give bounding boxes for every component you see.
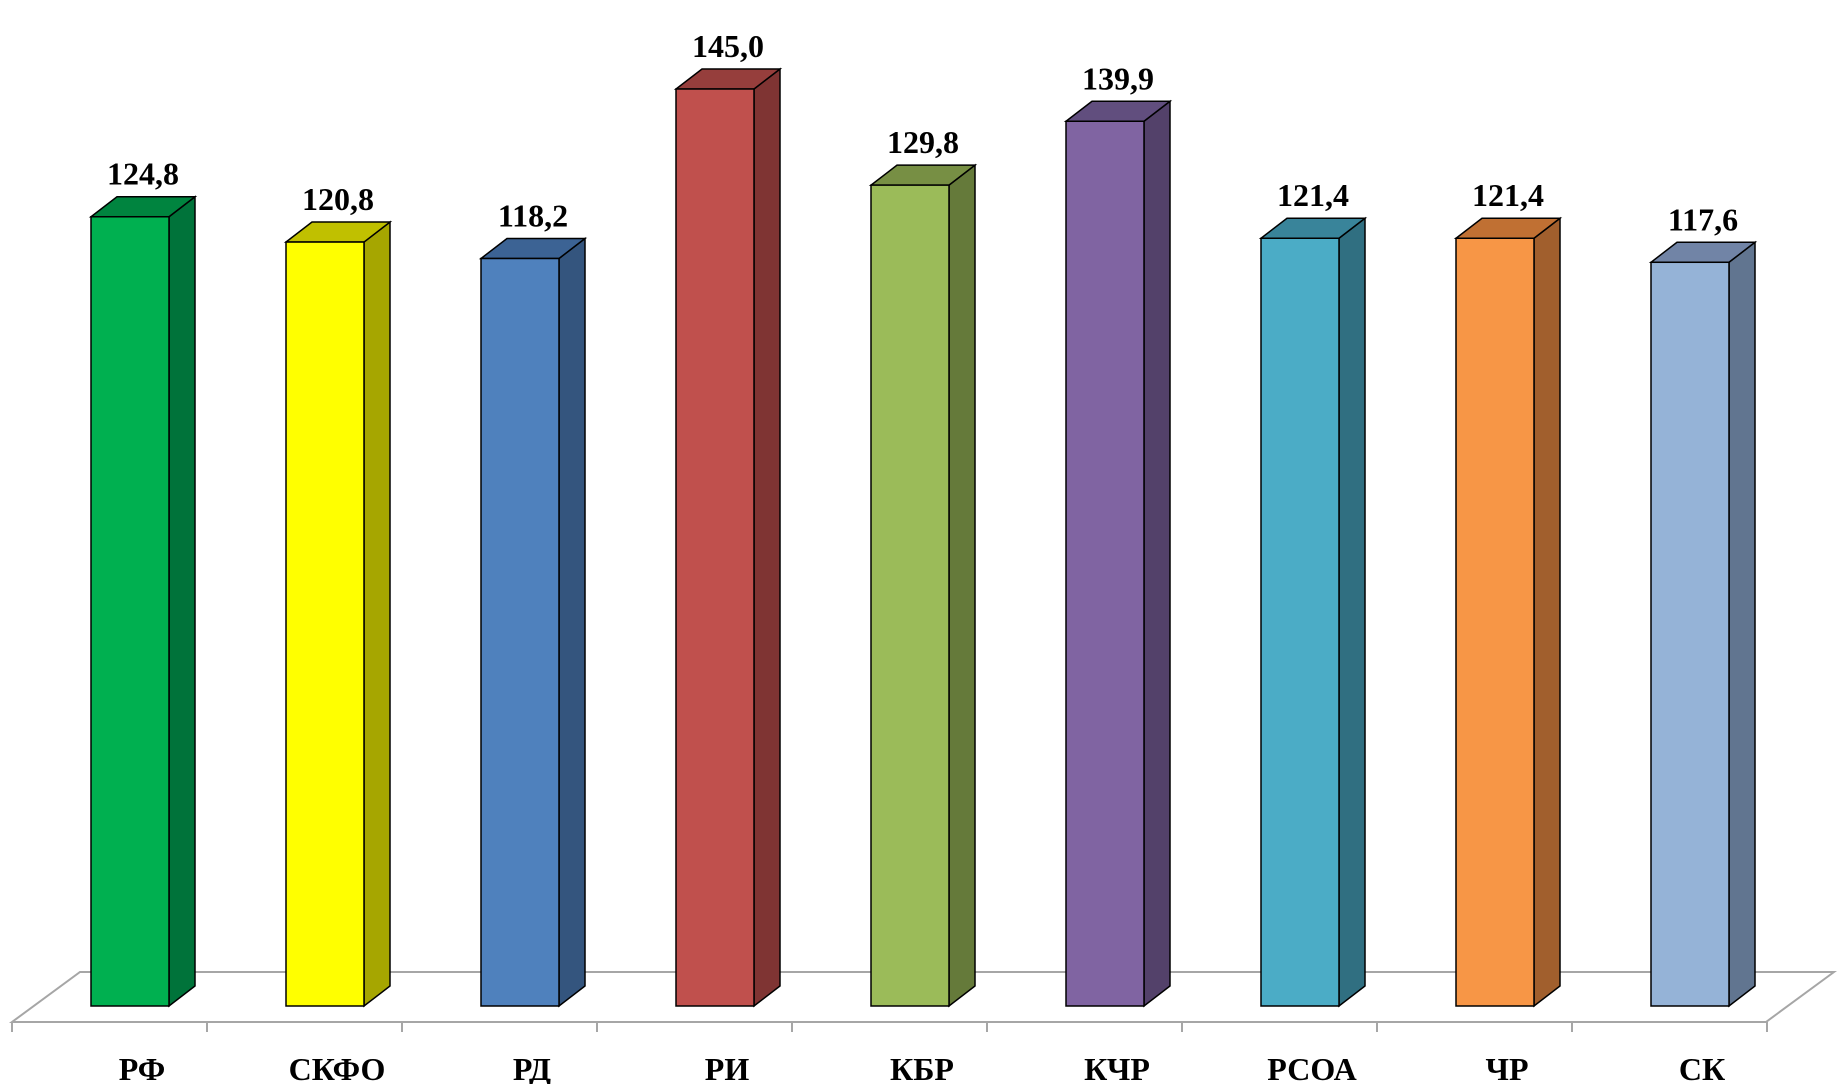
x-tick-label: ЧР bbox=[1485, 1051, 1528, 1084]
data-label: 129,8 bbox=[887, 124, 959, 160]
data-label: 145,0 bbox=[692, 28, 764, 64]
bar-ЧР bbox=[1453, 216, 1563, 1008]
bar-РД bbox=[478, 236, 588, 1008]
bar-side bbox=[948, 163, 976, 1008]
bar-КЧР bbox=[1063, 99, 1173, 1008]
bar-side bbox=[1728, 240, 1756, 1008]
x-tick-label: КБР bbox=[890, 1051, 954, 1084]
bar-side bbox=[1533, 216, 1561, 1008]
data-label: 121,4 bbox=[1277, 177, 1349, 213]
x-tick-label: РИ bbox=[705, 1051, 750, 1084]
bar-front bbox=[1455, 237, 1535, 1007]
x-tick-label: СКФО bbox=[289, 1051, 386, 1084]
bar-front bbox=[285, 241, 365, 1007]
bar-РИ bbox=[673, 67, 783, 1008]
x-tick-label: КЧР bbox=[1084, 1051, 1150, 1084]
data-label: 117,6 bbox=[1668, 201, 1738, 237]
bar-side bbox=[753, 67, 781, 1008]
bars bbox=[88, 67, 1758, 1008]
bar-front bbox=[1650, 261, 1730, 1007]
data-label: 118,2 bbox=[498, 197, 568, 233]
x-tick-label: РФ bbox=[119, 1051, 165, 1084]
bar-side bbox=[1143, 99, 1171, 1008]
bar-СК bbox=[1648, 240, 1758, 1008]
bar-РФ bbox=[88, 195, 198, 1008]
bar-СКФО bbox=[283, 220, 393, 1008]
data-label: 124,8 bbox=[107, 156, 179, 192]
bar-front bbox=[870, 184, 950, 1007]
data-label: 121,4 bbox=[1472, 177, 1544, 213]
value-labels: 124,8 120,8 118,2 145,0 129,8 139,9 121,4 121,4… bbox=[107, 28, 1738, 237]
bar-side bbox=[363, 220, 391, 1008]
bar-КБР bbox=[868, 163, 978, 1008]
category-labels: РФ СКФО РД РИ КБР КЧР РСОА ЧР СК bbox=[119, 1051, 1725, 1084]
bar-side bbox=[168, 195, 196, 1008]
bar-front bbox=[675, 88, 755, 1007]
x-tick-label: РСОА bbox=[1267, 1051, 1356, 1084]
bar-side bbox=[558, 236, 586, 1008]
x-tick-label: РД bbox=[513, 1051, 551, 1084]
bar-front bbox=[90, 215, 170, 1007]
bar-front bbox=[1260, 237, 1340, 1007]
data-label: 139,9 bbox=[1082, 60, 1154, 96]
bar-front bbox=[1065, 120, 1145, 1007]
bar-side bbox=[1338, 216, 1366, 1008]
bar-РСОА bbox=[1258, 216, 1368, 1008]
x-tick-label: СК bbox=[1679, 1051, 1725, 1084]
bar-front bbox=[480, 257, 560, 1007]
data-label: 120,8 bbox=[302, 181, 374, 217]
